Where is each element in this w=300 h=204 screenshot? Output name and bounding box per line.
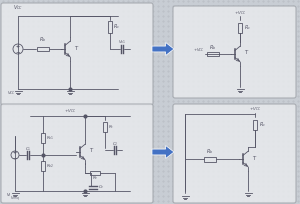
- Text: T: T: [89, 149, 92, 153]
- FancyArrow shape: [152, 42, 174, 55]
- Text: $v_i$: $v_i$: [6, 191, 12, 199]
- Text: −: −: [16, 49, 20, 54]
- Text: $R_b$: $R_b$: [209, 43, 217, 52]
- FancyBboxPatch shape: [173, 104, 296, 203]
- Text: $C_2$: $C_2$: [112, 140, 118, 148]
- Bar: [204, 156, 216, 162]
- Text: $R_e$: $R_e$: [92, 174, 98, 182]
- Text: $R_b$: $R_b$: [206, 147, 214, 156]
- Text: $R_c$: $R_c$: [244, 23, 251, 32]
- Text: +: +: [13, 150, 17, 155]
- Bar: [90, 171, 100, 175]
- Text: $+V_{CC}$: $+V_{CC}$: [193, 46, 205, 54]
- Bar: [238, 23, 242, 33]
- Text: $V_{CC}$: $V_{CC}$: [13, 3, 23, 12]
- Bar: [41, 161, 45, 171]
- Text: $+V_{CC}$: $+V_{CC}$: [249, 105, 261, 113]
- Text: $R_{b1}$: $R_{b1}$: [46, 134, 54, 142]
- Text: $R_{b2}$: $R_{b2}$: [46, 162, 54, 170]
- Text: $V_{CC}$: $V_{CC}$: [7, 89, 15, 97]
- Text: T: T: [74, 45, 77, 51]
- Bar: [253, 120, 257, 130]
- Text: $+V_{CC}$: $+V_{CC}$: [234, 9, 246, 17]
- Bar: [108, 21, 112, 33]
- FancyArrow shape: [152, 145, 174, 159]
- Text: $V_{imq}$: $V_{imq}$: [10, 194, 20, 203]
- Text: $R_c$: $R_c$: [259, 121, 266, 130]
- Text: +: +: [16, 44, 20, 49]
- Text: $C_1$: $C_1$: [25, 145, 31, 153]
- Bar: [37, 47, 49, 51]
- Bar: [207, 52, 219, 56]
- FancyBboxPatch shape: [1, 104, 153, 203]
- Text: $R_b$: $R_b$: [39, 35, 46, 44]
- Text: $V_{o1}$: $V_{o1}$: [118, 38, 126, 46]
- Bar: [103, 122, 107, 132]
- FancyBboxPatch shape: [1, 3, 153, 105]
- FancyBboxPatch shape: [173, 6, 296, 98]
- Text: −: −: [13, 155, 17, 160]
- Text: $C_e$: $C_e$: [98, 183, 104, 191]
- Text: $R_c$: $R_c$: [113, 23, 120, 31]
- Text: T: T: [252, 155, 255, 161]
- Text: $R_c$: $R_c$: [108, 123, 114, 131]
- Bar: [41, 133, 45, 143]
- Text: $+V_{CC}$: $+V_{CC}$: [64, 107, 76, 115]
- Text: T: T: [244, 51, 247, 55]
